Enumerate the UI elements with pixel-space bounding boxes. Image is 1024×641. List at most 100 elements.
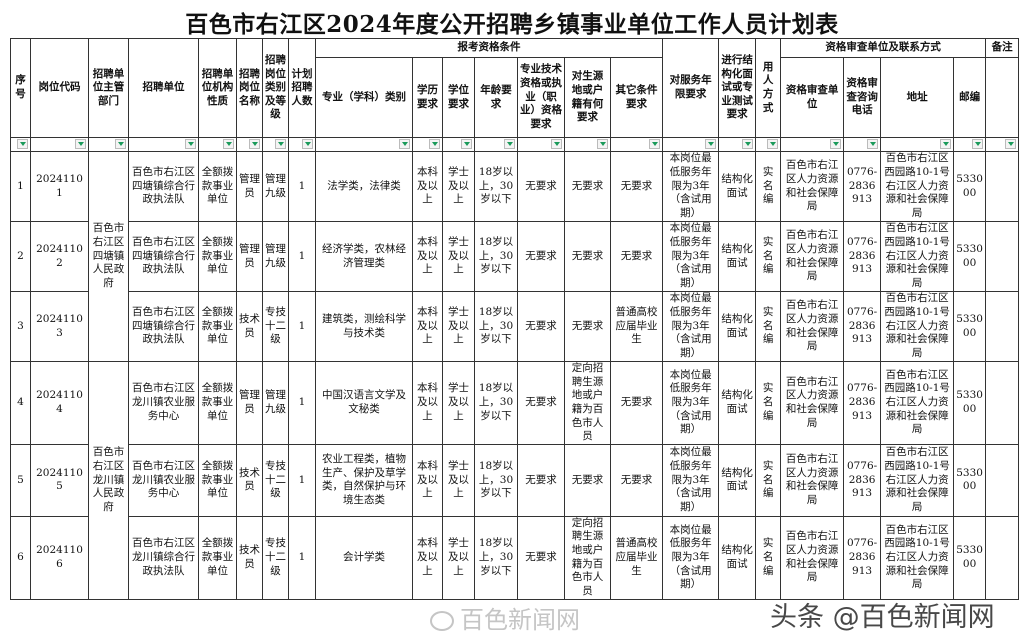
- cell-degree: 学士及以上: [442, 443, 475, 517]
- header-count: 计划招聘人数: [288, 38, 316, 138]
- cell-qual: 无要求: [517, 291, 565, 362]
- cell-address: 百色市右江区西园路10-1号右江区人力资源和社会保障局: [880, 443, 955, 517]
- header-major: 专业（学科）类别: [315, 57, 413, 138]
- filter-dropdown-icon[interactable]: [429, 139, 440, 149]
- filter-cell: [755, 137, 782, 152]
- cell-count: 1: [288, 221, 316, 292]
- cell-edu: 本科及以上: [412, 221, 443, 292]
- cell-interview: 结构化面试: [718, 443, 757, 517]
- cell-nature: 全额拨款事业单位: [198, 151, 237, 222]
- cell-other: 无要求: [609, 361, 664, 445]
- filter-dropdown-icon[interactable]: [302, 139, 313, 149]
- cell-post: 技术员: [236, 291, 263, 362]
- filter-dropdown-icon[interactable]: [249, 139, 260, 149]
- cell-service: 本岗位最低服务年限为3年（含试用期）: [662, 151, 720, 222]
- filter-dropdown-icon[interactable]: [504, 139, 515, 149]
- cell-phone: 0776-2836913: [843, 443, 882, 517]
- table-row: 5 20241105 百色市右江区龙川镇农业服务中心 全额拨款事业单位 技术员 专技十二级…: [10, 443, 1020, 517]
- header-edu: 学历要求: [412, 57, 443, 138]
- recruitment-plan-table: 序号 岗位代码 招聘单位主管部门 招聘单位 招聘单位机构性质 招聘岗位名称 招聘…: [10, 38, 1020, 600]
- cell-qual: 无要求: [517, 221, 565, 292]
- filter-dropdown-icon[interactable]: [767, 139, 779, 149]
- table-row: 4 20241104 百色市右江区龙川镇人民政府 百色市右江区龙川镇农业服务中心 全额拨…: [10, 361, 1020, 600]
- cell-age: 18岁以上，30岁以下: [474, 361, 518, 445]
- filter-cell: [953, 137, 987, 152]
- filter-dropdown-icon[interactable]: [705, 139, 717, 149]
- cell-age: 18岁以上，30岁以下: [474, 291, 518, 362]
- cell-major: 中国汉语言文学及文秘类: [315, 361, 413, 445]
- header-origin: 对生源地或户籍有何要求: [564, 57, 611, 138]
- filter-dropdown-icon[interactable]: [461, 139, 472, 149]
- filter-dropdown-icon[interactable]: [830, 139, 842, 149]
- filter-dropdown-icon[interactable]: [223, 139, 234, 149]
- cell-hire: 实名编: [755, 515, 782, 600]
- cell-edu: 本科及以上: [412, 443, 443, 517]
- filter-dropdown-icon[interactable]: [185, 139, 196, 149]
- cell-zip: 533000: [953, 291, 987, 362]
- cell-interview: 结构化面试: [718, 151, 757, 222]
- header-degree: 学位要求: [442, 57, 475, 138]
- cell-post: 管理员: [236, 361, 263, 445]
- cell-seq: 1: [10, 151, 31, 222]
- cell-service: 本岗位最低服务年限为3年（含试用期）: [662, 361, 720, 445]
- cell-dept: 百色市右江区龙川镇人民政府: [88, 361, 129, 600]
- cell-zip: 533000: [953, 221, 987, 292]
- cell-nature: 全额拨款事业单位: [198, 361, 237, 445]
- cell-address: 百色市右江区西园路10-1号右江区人力资源和社会保障局: [880, 221, 955, 292]
- filter-dropdown-icon[interactable]: [649, 139, 661, 149]
- cell-interview: 结构化面试: [718, 361, 757, 445]
- filter-cell: [985, 137, 1020, 152]
- filter-dropdown-icon[interactable]: [275, 139, 286, 149]
- filter-dropdown-icon[interactable]: [867, 139, 879, 149]
- cell-degree: 学士及以上: [442, 515, 475, 600]
- cell-origin: 无要求: [564, 443, 611, 517]
- cell-address: 百色市右江区西园路10-1号右江区人力资源和社会保障局: [880, 361, 955, 445]
- cell-unit: 百色市右江区龙川镇农业服务中心: [128, 443, 199, 517]
- cell-phone: 0776-2836913: [843, 361, 882, 445]
- header-other: 其它条件要求: [609, 57, 664, 138]
- filter-dropdown-icon[interactable]: [115, 139, 126, 149]
- header-post: 招聘岗位名称: [236, 38, 263, 138]
- table-row: 6 20241106 百色市右江区龙川镇综合行政执法队 全额拨款事业单位 技术员 专技十二…: [10, 515, 1020, 600]
- filter-cell: [262, 137, 289, 152]
- cell-edu: 本科及以上: [412, 361, 443, 445]
- filter-dropdown-icon[interactable]: [551, 139, 562, 149]
- filter-dropdown-icon[interactable]: [1005, 139, 1017, 149]
- filter-cell: [609, 137, 664, 152]
- cell-hire: 实名编: [755, 443, 782, 517]
- header-age: 年龄要求: [474, 57, 518, 138]
- cell-remark: [985, 443, 1020, 517]
- cell-major: 农业工程类，植物生产、保护及草学类，自然保护与环境生态类: [315, 443, 413, 517]
- filter-dropdown-icon[interactable]: [972, 139, 984, 149]
- filter-dropdown-icon[interactable]: [940, 139, 952, 149]
- cell-edu: 本科及以上: [412, 151, 443, 222]
- cell-grade: 管理九级: [262, 361, 289, 445]
- filter-dropdown-icon[interactable]: [742, 139, 754, 149]
- cell-origin: 无要求: [564, 291, 611, 362]
- filter-dropdown-icon[interactable]: [597, 139, 608, 149]
- filter-dropdown-icon[interactable]: [17, 139, 28, 149]
- filter-dropdown-icon[interactable]: [399, 139, 410, 149]
- cell-other: 无要求: [609, 151, 664, 222]
- cell-qual: 无要求: [517, 361, 565, 445]
- cell-zip: 533000: [953, 515, 987, 600]
- cell-origin: 定向招聘生源地或户籍为百色市人员: [564, 515, 611, 600]
- cell-edu: 本科及以上: [412, 515, 443, 600]
- cell-remark: [985, 151, 1020, 222]
- filter-dropdown-icon[interactable]: [75, 139, 86, 149]
- cell-age: 18岁以上，30岁以下: [474, 515, 518, 600]
- cell-age: 18岁以上，30岁以下: [474, 443, 518, 517]
- cell-grade: 专技十二级: [262, 515, 289, 600]
- cell-nature: 全额拨款事业单位: [198, 515, 237, 600]
- header-dept: 招聘单位主管部门: [88, 38, 129, 138]
- cell-unit: 百色市右江区四塘镇综合行政执法队: [128, 151, 199, 222]
- cell-zip: 533000: [953, 361, 987, 445]
- cell-qual: 无要求: [517, 151, 565, 222]
- filter-cell: [128, 137, 199, 152]
- header-nature: 招聘单位机构性质: [198, 38, 237, 138]
- cell-origin: 无要求: [564, 151, 611, 222]
- cell-unit: 百色市右江区龙川镇综合行政执法队: [128, 515, 199, 600]
- cell-hire: 实名编: [755, 291, 782, 362]
- cell-other: 无要求: [609, 221, 664, 292]
- cell-remark: [985, 291, 1020, 362]
